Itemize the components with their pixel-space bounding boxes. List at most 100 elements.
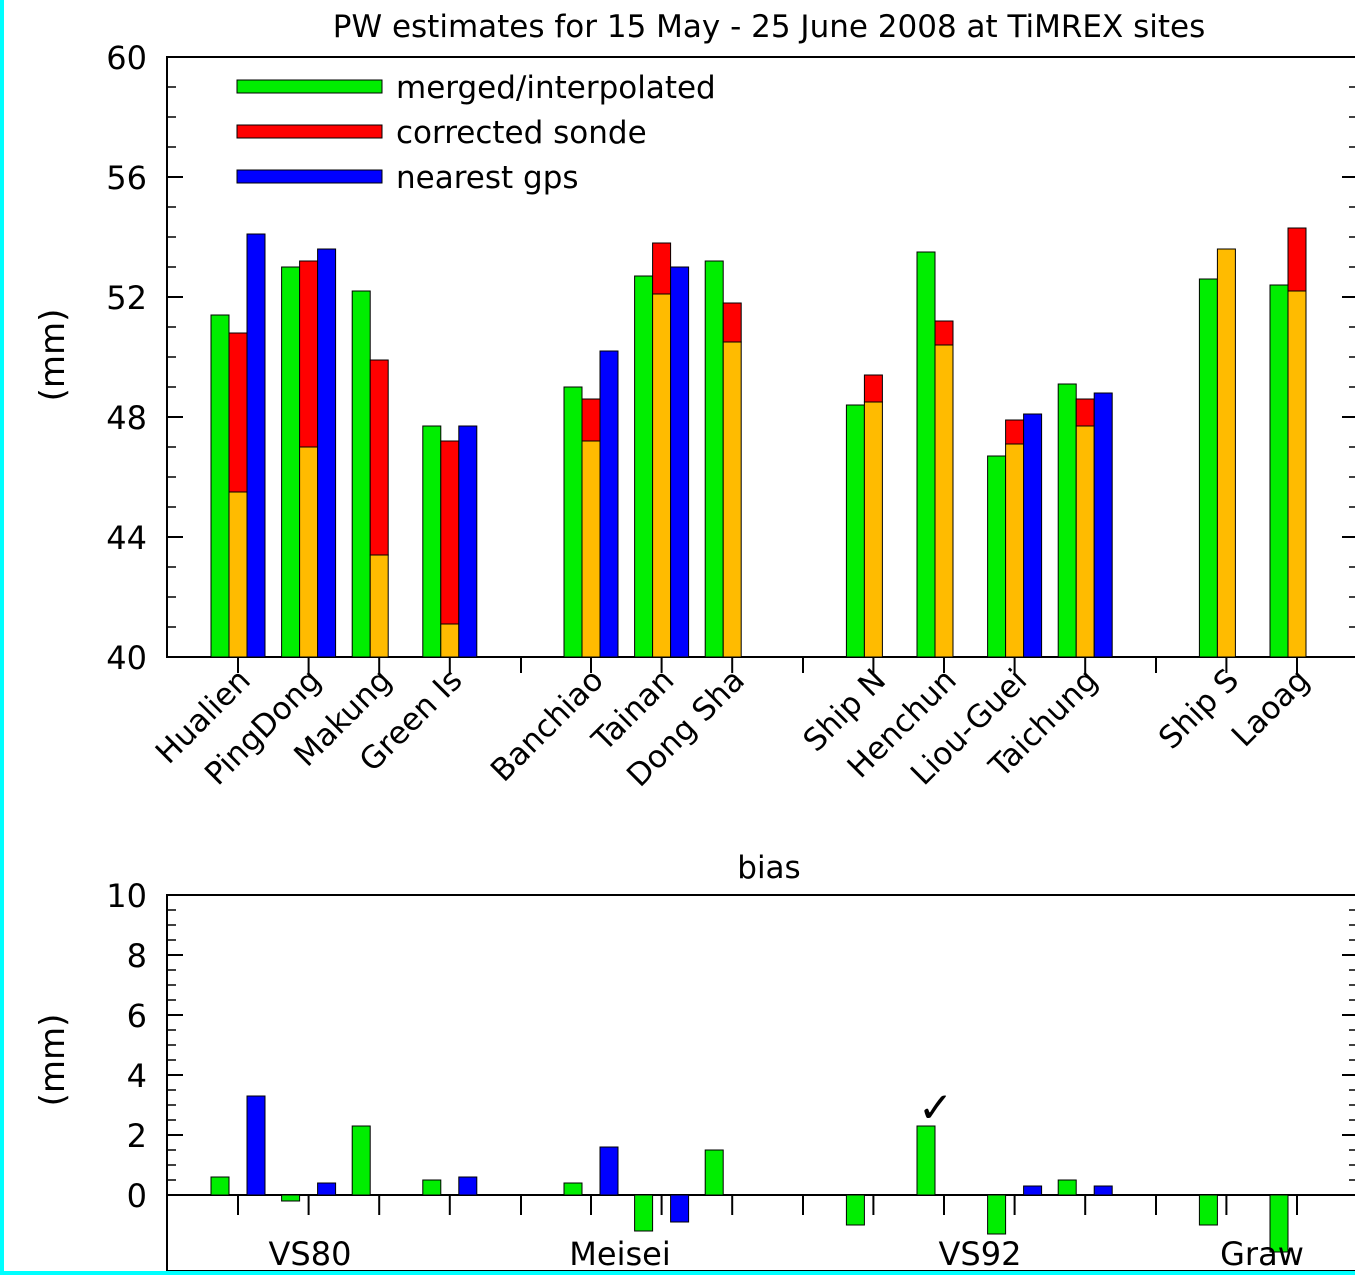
sonde-correction-bar-Tainan bbox=[652, 242, 672, 295]
sonde-correction-bar-Henchun bbox=[934, 320, 954, 346]
sonde-correction-bar-Green Is bbox=[440, 440, 460, 625]
bias-merged-bar-Dong Sha bbox=[704, 1149, 724, 1196]
checkmark-annotation: ✓ bbox=[918, 1083, 953, 1132]
sonde-base-bar-Laoag bbox=[1287, 290, 1307, 658]
legend-label: nearest gps bbox=[396, 160, 579, 196]
bias-gps-bar-Green Is bbox=[458, 1176, 478, 1196]
gps-bar-Taichung bbox=[1093, 392, 1113, 658]
bias-merged-bar-Taichung bbox=[1057, 1179, 1077, 1196]
gps-bar-Tainan bbox=[670, 266, 690, 658]
legend-label: corrected sonde bbox=[396, 115, 647, 151]
top-panel: PW estimates for 15 May - 25 June 2008 a… bbox=[33, 9, 1355, 794]
bias-merged-bar-Henchun bbox=[916, 1125, 936, 1196]
legend-swatch bbox=[236, 169, 383, 184]
merged-bar-Laoag bbox=[1269, 284, 1289, 658]
merged-bar-Dong Sha bbox=[704, 260, 724, 658]
top-y-tick-label: 48 bbox=[106, 399, 147, 437]
sonde-base-bar-Dong Sha bbox=[722, 341, 742, 658]
bottom-y-tick-label: 0 bbox=[127, 1177, 147, 1215]
sonde-correction-bar-Ship N bbox=[863, 374, 883, 403]
merged-bar-Makung bbox=[351, 290, 371, 658]
top-bars bbox=[210, 227, 1307, 658]
gps-bar-Green Is bbox=[458, 425, 478, 658]
sonde-base-bar-Taichung bbox=[1075, 425, 1095, 658]
bias-gps-bar-Liou-Guei bbox=[1023, 1185, 1043, 1196]
merged-bar-Tainan bbox=[634, 275, 654, 658]
bias-merged-bar-Green Is bbox=[422, 1179, 442, 1196]
top-y-axis-label: (mm) bbox=[33, 309, 73, 402]
top-y-tick-label: 44 bbox=[106, 519, 147, 557]
merged-bar-Ship N bbox=[845, 404, 865, 658]
bias-merged-bar-Liou-Guei bbox=[987, 1194, 1007, 1235]
bias-merged-bar-Tainan bbox=[634, 1194, 654, 1232]
legend-label: merged/interpolated bbox=[396, 70, 716, 106]
bottom-bars bbox=[210, 1095, 1289, 1253]
bias-group-label: Meisei bbox=[569, 1235, 670, 1271]
merged-bar-Taichung bbox=[1057, 383, 1077, 658]
top-y-axis: 40 44 48 52 56 60 bbox=[106, 39, 1355, 677]
category-label: Laoag bbox=[1225, 662, 1317, 754]
merged-bar-PingDong bbox=[281, 266, 301, 658]
top-y-tick-label: 56 bbox=[106, 159, 147, 197]
bottom-y-tick-label: 8 bbox=[127, 937, 147, 975]
bottom-y-tick-label: 6 bbox=[127, 997, 147, 1035]
figure-svg: PW estimates for 15 May - 25 June 2008 a… bbox=[33, 9, 1355, 1273]
bias-merged-bar-Hualien bbox=[210, 1176, 230, 1196]
sonde-correction-bar-Makung bbox=[369, 359, 389, 556]
gps-bar-Liou-Guei bbox=[1023, 413, 1043, 658]
sonde-base-bar-Green Is bbox=[440, 623, 460, 658]
top-x-axis bbox=[237, 657, 1298, 673]
sonde-base-bar-PingDong bbox=[299, 446, 319, 658]
bottom-y-tick-label: 10 bbox=[106, 877, 147, 915]
bottom-group-labels: VS80 Meisei VS92 Graw bbox=[269, 1235, 1304, 1273]
bottom-y-axis-label: (mm) bbox=[33, 1014, 73, 1107]
merged-bar-Liou-Guei bbox=[987, 455, 1007, 658]
bias-gps-bar-PingDong bbox=[317, 1182, 337, 1196]
bottom-panel: bias 0 2 4 6 8 10 VS80 Meisei VS92 Graw (mm) ✓ bbox=[33, 850, 1355, 1273]
top-y-tick-label: 40 bbox=[106, 639, 147, 677]
category-label: Ship S bbox=[1152, 662, 1246, 756]
bias-merged-bar-Banchiao bbox=[563, 1182, 583, 1196]
top-chart-title: PW estimates for 15 May - 25 June 2008 a… bbox=[333, 9, 1206, 45]
sonde-correction-bar-Banchiao bbox=[581, 398, 601, 442]
sonde-correction-bar-Taichung bbox=[1075, 398, 1095, 427]
bias-group-label: Graw bbox=[1220, 1235, 1304, 1271]
sonde-base-bar-Liou-Guei bbox=[1005, 443, 1025, 658]
top-y-tick-label: 60 bbox=[106, 39, 147, 77]
merged-bar-Henchun bbox=[916, 251, 936, 658]
bias-gps-bar-Tainan bbox=[670, 1194, 690, 1223]
legend-swatch bbox=[236, 124, 383, 139]
sonde-correction-bar-PingDong bbox=[299, 260, 319, 448]
sonde-base-bar-Makung bbox=[369, 554, 389, 658]
gps-bar-PingDong bbox=[317, 248, 337, 658]
bias-group-label: VS80 bbox=[269, 1235, 352, 1271]
sonde-correction-bar-Hualien bbox=[228, 332, 248, 493]
sonde-base-bar-Henchun bbox=[934, 344, 954, 658]
legend-swatch bbox=[236, 79, 383, 94]
bias-merged-bar-Makung bbox=[351, 1125, 371, 1196]
sonde-base-bar-Hualien bbox=[228, 491, 248, 658]
top-y-tick-label: 52 bbox=[106, 279, 147, 317]
bias-group-label: VS92 bbox=[939, 1235, 1022, 1271]
sonde-correction-bar-Dong Sha bbox=[722, 302, 742, 343]
merged-bar-Banchiao bbox=[563, 386, 583, 658]
sonde-base-bar-Banchiao bbox=[581, 440, 601, 658]
top-plot-frame bbox=[166, 56, 1355, 658]
merged-bar-Green Is bbox=[422, 425, 442, 658]
bottom-y-axis: 0 2 4 6 8 10 bbox=[106, 877, 1355, 1215]
bias-merged-bar-Ship N bbox=[845, 1194, 865, 1226]
merged-bar-Hualien bbox=[210, 314, 230, 658]
gps-bar-Banchiao bbox=[599, 350, 619, 658]
sonde-base-bar-Ship N bbox=[863, 401, 883, 658]
bottom-x-axis bbox=[237, 1195, 1298, 1215]
bias-gps-bar-Hualien bbox=[246, 1095, 266, 1196]
sonde-correction-bar-Laoag bbox=[1287, 227, 1307, 292]
merged-bar-Ship S bbox=[1198, 278, 1218, 658]
sonde-correction-bar-Liou-Guei bbox=[1005, 419, 1025, 445]
bias-merged-bar-Ship S bbox=[1198, 1194, 1218, 1226]
bottom-chart-title: bias bbox=[737, 850, 800, 886]
sonde-base-bar-Ship S bbox=[1216, 248, 1236, 658]
bottom-plot-frame bbox=[166, 894, 1355, 1272]
gps-bar-Hualien bbox=[246, 233, 266, 658]
